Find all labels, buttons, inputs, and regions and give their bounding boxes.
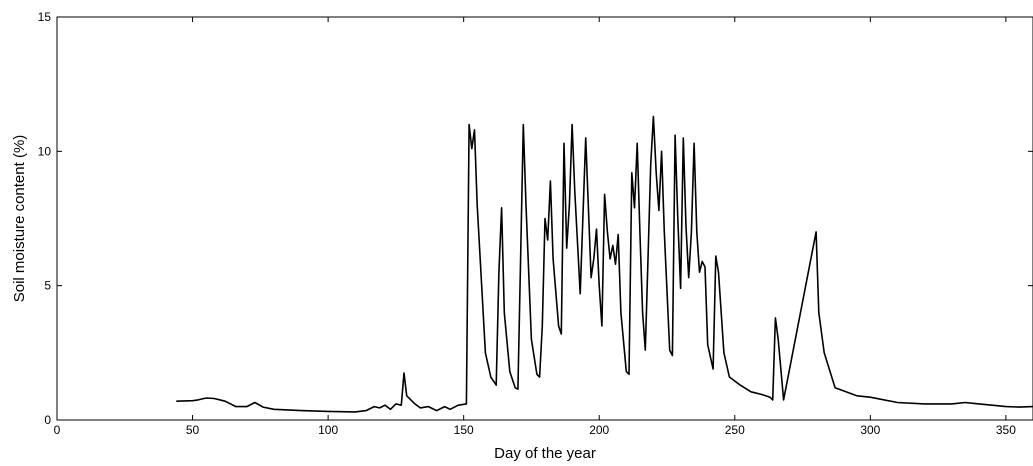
x-tick-label: 250 [725, 423, 745, 437]
x-tick-label: 300 [860, 423, 880, 437]
x-tick-label: 350 [996, 423, 1016, 437]
y-tick-label: 5 [44, 279, 51, 293]
axis-ticks [56, 16, 1033, 421]
y-tick-label: 15 [38, 10, 52, 24]
x-tick-label: 200 [589, 423, 609, 437]
x-tick-label: 150 [454, 423, 474, 437]
soil-moisture-series-line [176, 115, 1033, 413]
axis-tick-labels: 0 50 100 150 200 250 300 350 0 5 10 15 [38, 10, 1017, 437]
x-tick-label: 100 [318, 423, 338, 437]
x-tick-label: 50 [186, 423, 200, 437]
y-axis-label: Soil moisture content (%) [11, 135, 28, 303]
y-tick-label: 0 [44, 413, 51, 427]
y-tick-label: 10 [38, 144, 52, 158]
x-tick-label: 0 [54, 423, 61, 437]
x-axis-label: Day of the year [494, 445, 596, 462]
